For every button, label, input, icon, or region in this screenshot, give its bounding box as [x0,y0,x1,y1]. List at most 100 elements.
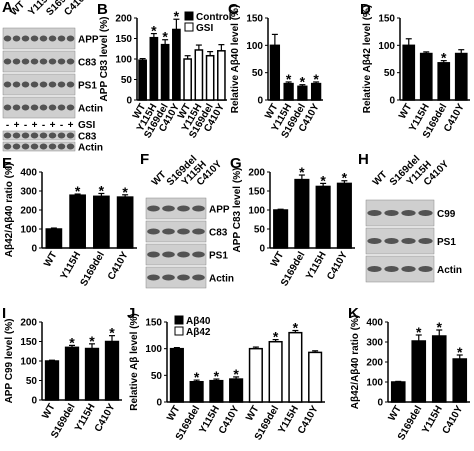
treatment-mark: + [50,120,56,131]
bar [308,351,323,403]
blot-band [3,132,12,139]
panel-letter: C [228,1,239,18]
y-tick-label: 200 [20,206,37,217]
bar [273,209,289,249]
blot-strip [2,50,76,73]
treatment-mark: - [60,120,63,131]
y-tick-label: 50 [254,225,266,236]
blot-band [12,104,21,111]
x-tick-label: WT [165,404,182,423]
row-label: Actin [78,143,103,154]
y-tick-label: 300 [20,187,37,198]
significance-star: * [194,369,200,385]
bar [431,335,447,403]
x-tick-label: C410Y [325,250,350,282]
bar [336,182,352,249]
bar [437,62,451,101]
y-tick-label: 100 [246,41,263,52]
y-axis-title: APP C83 level (%) [232,168,243,253]
bar [390,381,406,403]
bar [315,185,331,249]
y-axis-title: Relative Aβ level (%) [129,313,140,410]
blot-band [48,104,57,111]
y-tick-label: 100 [145,344,162,355]
y-axis-title: Relative Aβ42 level (%) [362,5,373,114]
bar [138,59,147,101]
row-label: PS1 [209,251,228,262]
row-label: APP [209,205,230,216]
y-axis-title: APP C83 level (%) [99,17,110,102]
blot-band [39,81,48,88]
y-tick-label: 0 [389,96,395,107]
blot-band [66,58,75,65]
y-tick-label: 0 [156,398,162,409]
significance-star: * [273,329,279,345]
y-tick-label: 100 [378,41,395,52]
panel-letter: E [2,155,12,172]
y-tick-label: 0 [126,96,132,107]
y-tick-label: 100 [20,225,37,236]
blot-band [21,81,30,88]
y-tick-label: 50 [151,371,163,382]
blot-band [147,228,160,235]
y-tick-label: 200 [115,14,132,25]
x-tick-label: WT [40,402,57,421]
x-tick-label: C410Y [441,404,466,436]
significance-star: * [293,320,299,336]
panel-letter: F [140,151,149,168]
blot-band [384,238,399,244]
blot-band [39,143,48,150]
legend-swatch [184,22,194,32]
blot-band [147,274,160,281]
blot-band [21,58,30,65]
blot-strip [2,73,76,96]
blot-band [401,238,416,244]
blot-band [162,274,175,281]
panel-letter: D [360,1,371,18]
y-tick-label: 100 [248,206,265,217]
blot-band [66,132,75,139]
y-tick-label: 150 [145,318,162,329]
treatment-mark: - [24,120,27,131]
blot-band [192,251,205,258]
blot-strip [2,96,76,119]
significance-star: * [69,334,75,350]
significance-star: * [109,325,115,341]
blot-band [30,35,39,42]
blot-band [48,81,57,88]
blot-band [177,205,190,212]
blot-band [30,132,39,139]
blot-band [39,104,48,111]
blot-band [57,132,66,139]
blot-band [57,58,66,65]
x-tick-label: C410Y [217,404,242,436]
y-tick-label: 150 [115,34,132,45]
x-tick-label: Y115H [59,250,84,282]
blot-band [367,210,382,216]
blot-band [57,104,66,111]
bar [248,347,263,403]
x-tick-label: C410Y [93,402,118,434]
row-label: PS1 [78,81,97,92]
treatment-mark: - [42,120,45,131]
blot-band [57,35,66,42]
significance-star: * [214,368,220,384]
bar [93,195,110,249]
treatment-mark: + [32,120,38,131]
blot-band [66,35,75,42]
blot-strip [2,141,76,152]
blot-strip [2,27,76,50]
bar [229,378,244,403]
bar [205,54,215,101]
bar [454,52,468,101]
x-tick-label: WT [42,250,59,269]
significance-star: * [342,170,348,186]
blot-band [162,205,175,212]
blot-band [39,132,48,139]
blot-band [48,132,57,139]
significance-star: * [441,50,447,66]
y-axis-title: Aβ42/Aβ40 ratio (%) [4,163,15,257]
bar [45,228,63,249]
bar [194,49,204,101]
